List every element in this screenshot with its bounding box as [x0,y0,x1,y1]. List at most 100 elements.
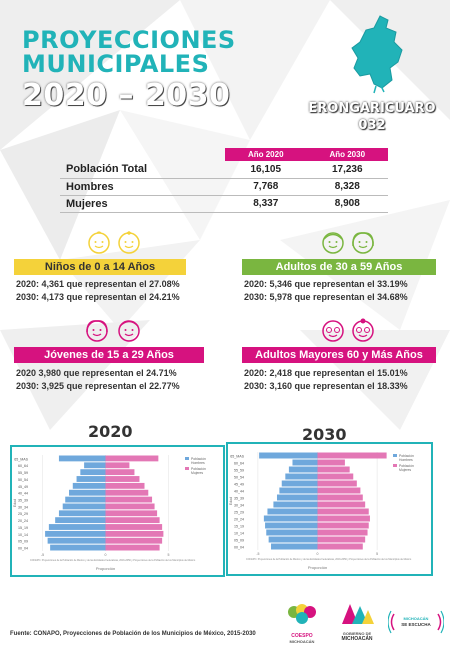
footer-source: Fuente: CONAPO, Proyecciones de Població… [10,631,256,637]
table-header-2020: Año 2020 [225,148,307,161]
mayores-2020: 2020: 2,418 que representan el 15.01% [244,368,408,378]
legend-swatch-female [185,467,189,470]
bar-male [276,494,318,501]
bar-female [105,489,149,496]
bar-female [317,487,361,494]
mayores-2030: 2030: 3,160 que representan el 18.33% [244,381,408,391]
tick-label-age: 30_34 [18,505,28,509]
tick-label-age: 35_39 [18,499,28,503]
bar-male [58,455,106,462]
legend-word: Hombres [191,461,205,465]
title-line-2: MUNICIPALES [22,50,210,78]
chart-2030-frame [226,442,433,576]
tick-label-age: 65_MAS [230,455,244,459]
ninos-2030: 2030: 4,173 que representan el 24.21% [16,292,180,302]
municipality-code: 032 [358,118,386,133]
tick-label-age: 20_24 [18,519,28,523]
michoacan-escucha-logo: MICHOACÁN SE ESCUCHA [388,608,444,636]
bar-male [265,522,318,529]
legend-word: Mujeres [191,471,203,475]
row-value-2030: 17,236 [306,161,388,179]
tick-label-age: 50_54 [18,478,28,482]
coespo-logo: COESPO MICHOACÁN [282,602,322,644]
tick-label-x: -5 [41,553,44,557]
tick-label-age: 50_54 [234,476,244,480]
tick-label-age: 55_59 [234,469,244,473]
escucha-line-2: SE ESCUCHA [401,622,431,627]
tick-label-age: 05_09 [18,540,28,544]
bar-male [263,515,318,522]
bar-female [105,517,160,524]
bar-female [317,494,363,501]
bar-female [105,544,160,551]
tick-label-age: 35_39 [234,497,244,501]
bar-male [72,482,106,489]
table-row: Hombres 7,768 8,328 [60,178,388,196]
bar-female [317,543,363,550]
adultos-2030: 2030: 5,978 que representan el 34.68% [244,292,408,302]
table-row: Población Total 16,105 17,236 [60,161,388,179]
legend-label-female: Población Mujeres [399,464,414,472]
chart-source-note: CONAPO. Proyecciones de la Población de … [246,558,412,561]
bar-female [105,469,135,476]
bar-female [317,480,357,487]
bar-female [317,459,345,466]
bar-female [317,466,350,473]
tick-label-age: 45_49 [18,485,28,489]
title-years: 2020 – 2030 [22,78,231,113]
bar-male [267,508,318,515]
title-line-1: PROYECCIONES [22,26,236,54]
coespo-label: COESPO [291,633,313,639]
chart-source-note: CONAPO. Proyecciones de la Población de … [30,559,196,562]
bar-female [317,501,366,508]
municipality-name: ERONGARICUARO [308,101,436,116]
jovenes-title: Jóvenes de 15 a 29 Años [14,347,204,363]
legend-swatch-male [185,457,189,460]
legend-word: Hombres [399,458,413,462]
bar-male [45,530,106,537]
tick-label-x: 5 [167,553,169,557]
legend-label-male: Población Hombres [191,457,206,465]
tick-label-age: 05_09 [234,539,244,543]
adultos-2020: 2020: 5,346 que representan el 33.19% [244,279,408,289]
mayores-title: Adultos Mayores 60 y Más Años [242,347,436,363]
tick-label-age: 40_44 [234,490,244,494]
ninos-2020: 2020: 4,361 que representan el 27.08% [16,279,180,289]
y-axis-label: Edad [13,499,17,507]
young-woman-face-icon [86,320,108,342]
legend-word: Población [399,454,414,458]
gobierno-emblem-icon [342,604,374,624]
bar-female [105,455,159,462]
chart-2030-year: 2030 [302,425,347,444]
tick-label-age: 10_14 [234,532,244,536]
bar-female [105,510,158,517]
row-value-2030: 8,908 [306,195,388,213]
tick-label-age: 60_64 [18,464,28,468]
bar-female [105,482,145,489]
bar-female [317,536,366,543]
ninos-title: Niños de 0 a 14 Años [14,259,186,275]
bar-female [105,476,140,482]
legend-word: Mujeres [399,468,411,472]
jovenes-2020: 2020 3,980 que representan el 24.71% [16,368,177,378]
bar-male [268,536,318,543]
bar-male [48,524,106,530]
bar-male [273,501,318,508]
tick-label-age: 15_19 [234,525,244,529]
bar-female [317,508,369,515]
bar-male [62,503,106,510]
tick-label-x: 5 [376,552,378,556]
table-header-row: Año 2020 Año 2030 [60,148,388,161]
adult-man-face-icon [322,232,344,254]
bar-female [105,524,163,530]
gobierno-label: MICHOACÁN [341,636,373,642]
bar-male [279,487,318,494]
legend-label-male: Población Hombres [399,454,414,462]
row-label: Población Total [60,161,225,179]
bar-female [105,496,153,503]
tick-label-age: 65_MAS [14,457,28,461]
baby-girl-face-icon [118,231,140,254]
bar-male [84,462,106,469]
bar-male [50,544,106,551]
pyramid-chart-2030: 65_MAS 60_64 55_59 50_54 45_49 40_44 35_39 30_3… [228,444,431,574]
